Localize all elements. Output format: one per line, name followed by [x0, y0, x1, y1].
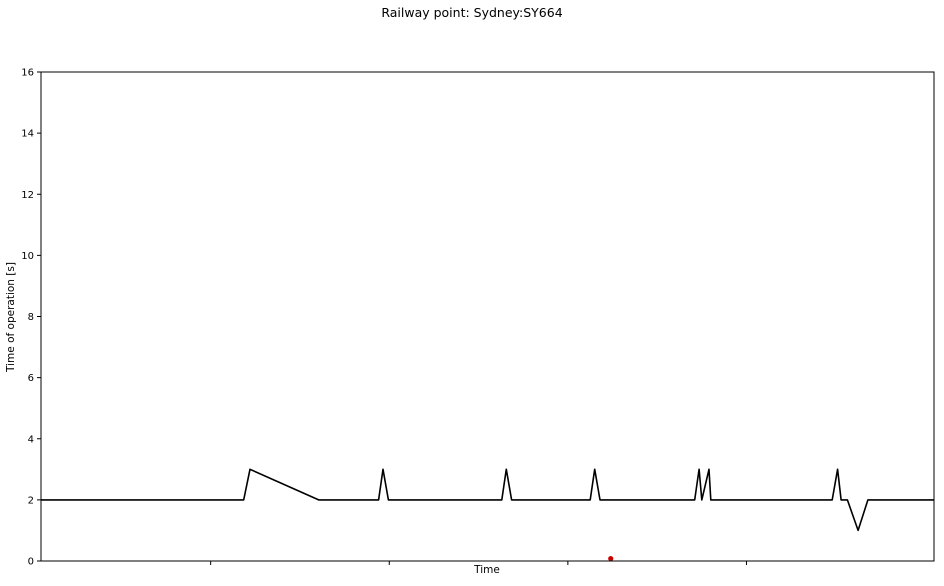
y-axis-label: Time of operation [s] — [5, 262, 17, 373]
data-point-marker — [608, 555, 614, 562]
plot-markers — [608, 555, 614, 562]
y-axis: 0 2 4 6 8 10 12 14 16 — [21, 68, 41, 568]
plot-series — [41, 468, 934, 532]
chart-title: Railway point: Sydney:SY664 — [381, 5, 562, 20]
y-tick-label: 8 — [28, 312, 34, 323]
x-axis — [210, 561, 747, 565]
series-line — [41, 468, 934, 532]
y-tick-label: 12 — [21, 190, 34, 201]
y-tick-label: 0 — [28, 557, 34, 568]
y-tick-label: 10 — [21, 251, 34, 262]
x-axis-label: Time — [473, 564, 500, 576]
y-tick-label: 4 — [28, 434, 34, 445]
y-tick-label: 14 — [21, 129, 34, 140]
y-tick-label: 2 — [28, 495, 34, 506]
plot-frame — [40, 71, 935, 562]
y-tick-label: 16 — [21, 68, 34, 79]
y-tick-label: 6 — [28, 373, 34, 384]
